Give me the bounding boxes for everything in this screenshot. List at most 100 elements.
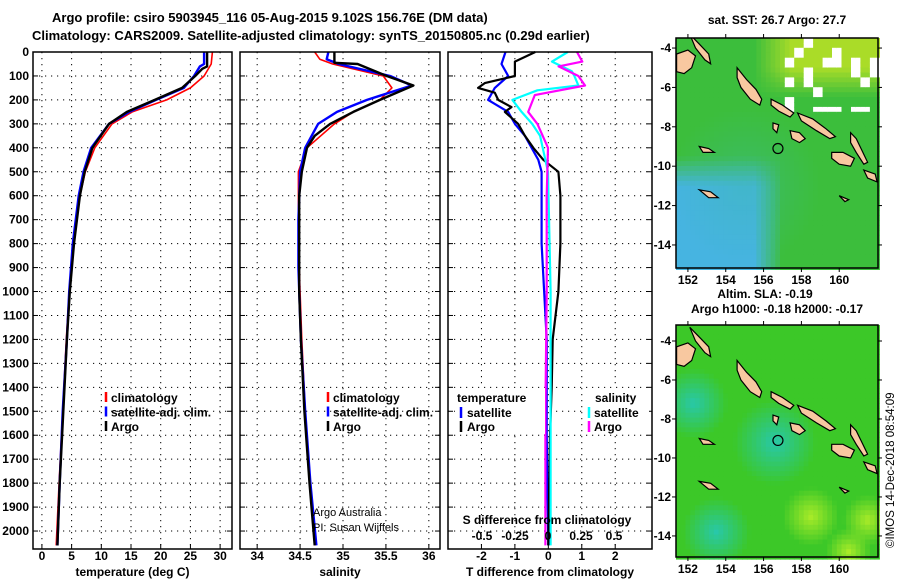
- map-cell: [704, 368, 710, 375]
- y-tick-label: 1500: [2, 404, 29, 418]
- map-cell: [784, 67, 791, 73]
- map-cell: [836, 529, 843, 536]
- map-cell: [742, 244, 748, 251]
- map-cell: [751, 349, 757, 355]
- map-cell: [694, 170, 701, 177]
- map-cell: [685, 195, 691, 201]
- map-cell: [794, 254, 800, 261]
- map-cell: [718, 383, 724, 389]
- map-cell: [742, 234, 748, 241]
- map-cell: [794, 230, 800, 236]
- map-cell: [709, 412, 715, 419]
- map-cell: [723, 427, 729, 433]
- map-cell: [690, 126, 696, 133]
- map-cell: [827, 205, 833, 211]
- map-cell: [860, 97, 866, 103]
- map-cell: [761, 141, 767, 147]
- map-cell: [865, 383, 871, 389]
- island: [789, 129, 807, 144]
- map-cell: [813, 539, 819, 545]
- map-cell: [761, 200, 767, 206]
- map-cell: [694, 72, 701, 78]
- map-cell: [803, 225, 809, 231]
- map-cell: [789, 57, 795, 64]
- map-cell: [836, 485, 843, 492]
- map-cell: [798, 520, 805, 526]
- map-cell: [765, 485, 772, 492]
- map-cell: [728, 190, 734, 197]
- map-cell: [869, 383, 876, 389]
- map-cell: [780, 87, 786, 93]
- map-cell: [836, 398, 843, 404]
- map-cell: [841, 166, 847, 172]
- map-cell: [784, 146, 791, 152]
- map-cell: [699, 62, 705, 69]
- map-cell: [803, 427, 809, 433]
- map-cell: [751, 393, 757, 399]
- map-cell: [808, 383, 814, 389]
- map-cell: [732, 234, 738, 241]
- map-cell: [784, 334, 791, 341]
- map-cell: [718, 200, 724, 206]
- map-cell: [685, 254, 691, 261]
- map-cell: [803, 106, 809, 113]
- map-cell: [732, 456, 738, 463]
- map-cell: [851, 393, 857, 399]
- map-cell: [860, 131, 866, 137]
- map-cell: [822, 549, 828, 555]
- map-cell: [746, 42, 753, 49]
- map-cell: [841, 259, 847, 265]
- map-cell: [780, 52, 786, 59]
- map-cell: [832, 67, 838, 73]
- map-cell: [775, 136, 781, 142]
- map-cell: [851, 451, 857, 458]
- map-cell: [813, 200, 819, 206]
- map-cell: [737, 175, 743, 182]
- map-cell: [855, 38, 861, 44]
- map-cell: [827, 225, 833, 231]
- map-cell: [756, 190, 762, 197]
- map-cell: [808, 52, 814, 59]
- map-cell: [676, 481, 682, 487]
- map-cell: [690, 451, 696, 458]
- map-cell: [841, 87, 847, 93]
- map-cell: [699, 234, 705, 241]
- map-cell: [704, 116, 710, 123]
- map-cell: [737, 131, 743, 137]
- map-cell: [709, 249, 715, 256]
- map-cell: [775, 161, 781, 167]
- x-tick-label: 30: [213, 549, 227, 563]
- map-cell: [841, 170, 847, 177]
- map-cell: [803, 471, 809, 477]
- map-cell: [680, 520, 686, 526]
- map-cell: [813, 495, 819, 502]
- map-cell: [855, 403, 861, 409]
- map-cell: [713, 388, 720, 394]
- map-cell: [746, 175, 753, 182]
- map-cell: [746, 156, 753, 162]
- map-cell: [713, 77, 720, 83]
- map-cell: [869, 249, 876, 256]
- y-tick-label: 0: [22, 45, 29, 59]
- map-cell: [694, 52, 701, 59]
- map-cell: [798, 259, 805, 265]
- island: [772, 414, 780, 426]
- map-cell: [709, 180, 715, 187]
- map-cell: [746, 442, 753, 448]
- map-cell: [817, 451, 824, 458]
- map-cell: [827, 92, 833, 98]
- map-cell: [770, 116, 776, 123]
- map-cell: [742, 403, 748, 409]
- map-cell: [780, 417, 786, 424]
- map-cell: [699, 82, 705, 88]
- map-cell: [694, 166, 701, 172]
- map-cell: [723, 456, 729, 463]
- map-cell: [765, 62, 772, 69]
- map-cell: [784, 471, 791, 477]
- map-cell: [860, 62, 866, 69]
- map-cell: [798, 393, 805, 399]
- map-cell: [761, 476, 767, 482]
- map-cell: [789, 82, 795, 88]
- y-tick-label: -4: [660, 41, 671, 55]
- map-cell: [742, 349, 748, 355]
